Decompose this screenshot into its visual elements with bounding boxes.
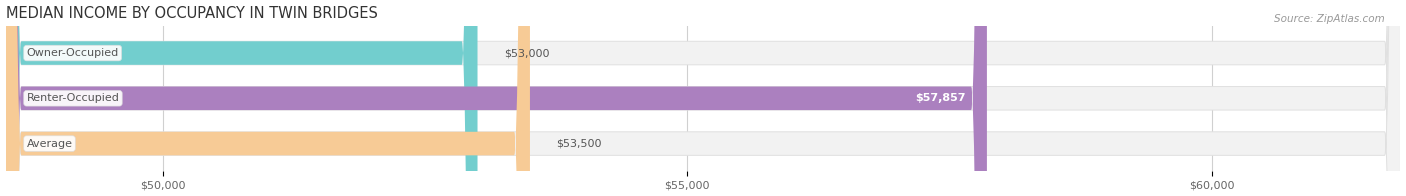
Text: MEDIAN INCOME BY OCCUPANCY IN TWIN BRIDGES: MEDIAN INCOME BY OCCUPANCY IN TWIN BRIDG… (6, 5, 377, 21)
Text: $53,000: $53,000 (503, 48, 550, 58)
Text: Owner-Occupied: Owner-Occupied (27, 48, 118, 58)
FancyBboxPatch shape (6, 0, 478, 196)
FancyBboxPatch shape (6, 0, 1400, 196)
Text: Average: Average (27, 139, 73, 149)
FancyBboxPatch shape (6, 0, 530, 196)
FancyBboxPatch shape (6, 0, 1400, 196)
Text: $57,857: $57,857 (915, 93, 966, 103)
Text: Source: ZipAtlas.com: Source: ZipAtlas.com (1274, 14, 1385, 24)
FancyBboxPatch shape (6, 0, 987, 196)
Text: Renter-Occupied: Renter-Occupied (27, 93, 120, 103)
FancyBboxPatch shape (6, 0, 1400, 196)
Text: $53,500: $53,500 (557, 139, 602, 149)
